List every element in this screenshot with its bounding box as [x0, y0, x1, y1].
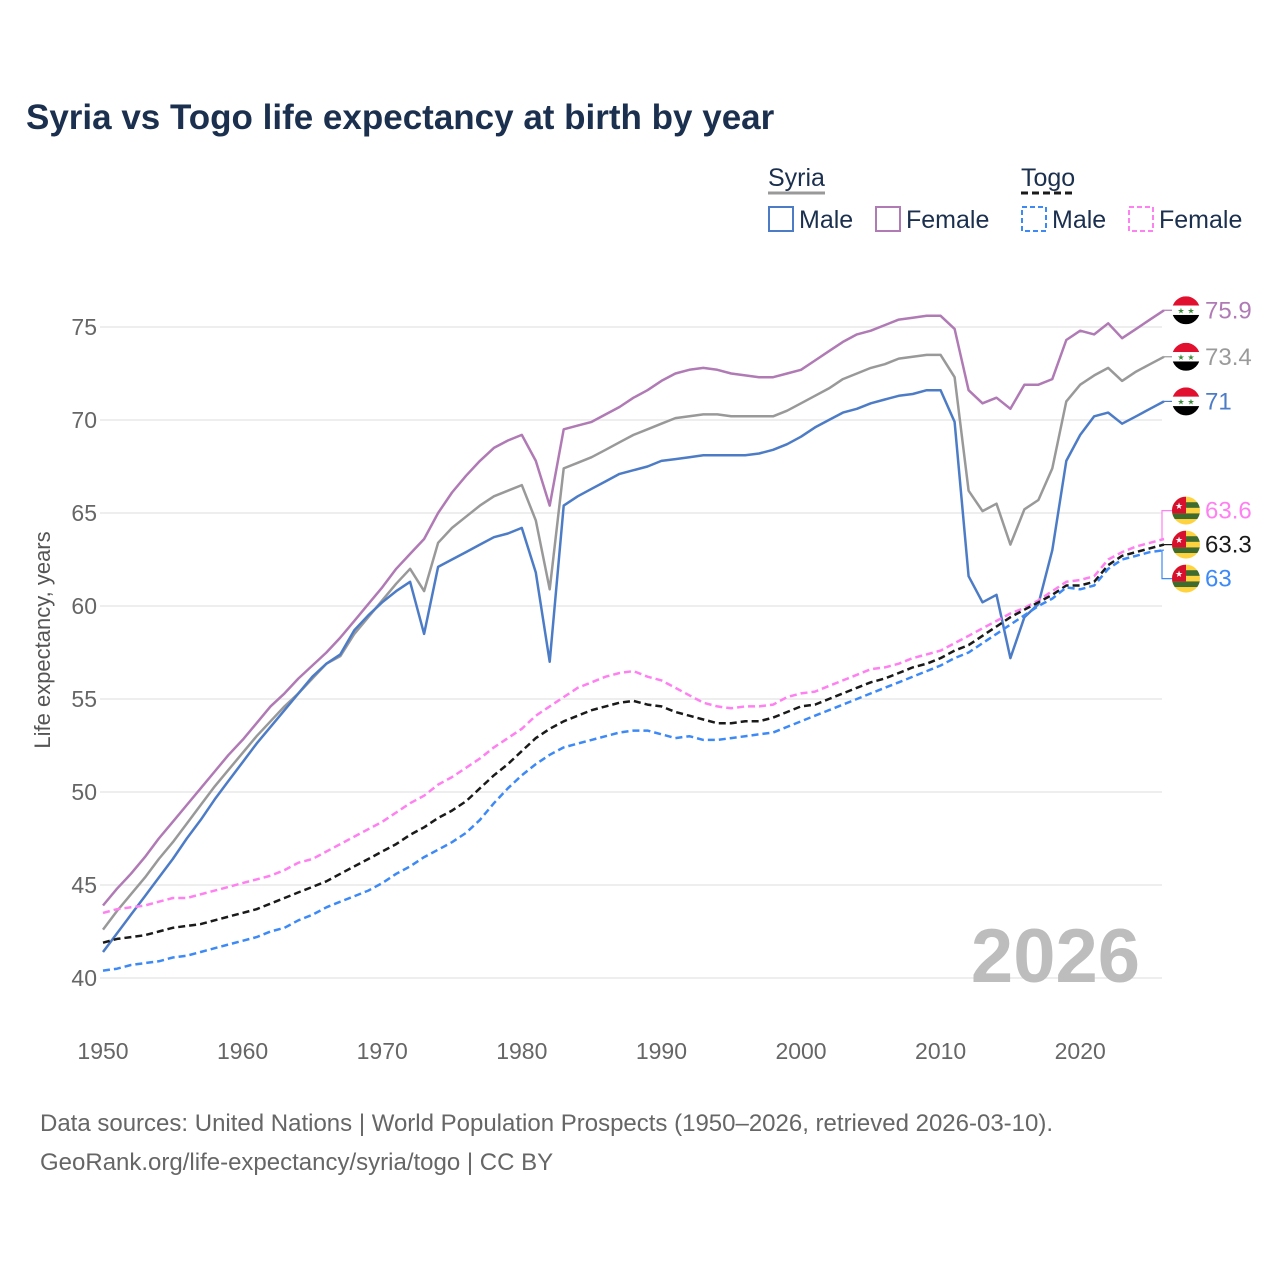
syria-flag-icon [1172, 387, 1200, 415]
legend: Syria Male Female Togo Male Female [768, 164, 1242, 234]
togo-flag-icon [1172, 565, 1200, 593]
y-tick-label: 45 [71, 872, 97, 898]
x-tick-label: 1990 [636, 1038, 687, 1064]
series-line-togo-female [102, 537, 1165, 915]
legend-syria-heading: Syria [768, 164, 825, 192]
x-tick-label: 1970 [357, 1038, 408, 1064]
x-tick-label: 1980 [496, 1038, 547, 1064]
series-line-syria-total [102, 353, 1165, 931]
legend-togo-male-label: Male [1052, 206, 1106, 234]
end-value-label: 73.4 [1205, 344, 1252, 371]
y-axis-ticks: 40 45 50 55 60 65 70 75 [71, 314, 97, 991]
series-line-togo-total [102, 543, 1165, 944]
series-line-togo-male [102, 548, 1165, 972]
footer-sources: Data sources: United Nations | World Pop… [40, 1110, 1053, 1137]
x-tick-label: 2020 [1055, 1038, 1106, 1064]
end-labels: 75.9 73.4 71 63.6 63.3 63 [1161, 296, 1252, 593]
x-tick-label: 2000 [775, 1038, 826, 1064]
x-tick-label: 2010 [915, 1038, 966, 1064]
y-axis-label: Life expectancy, years [30, 531, 55, 748]
x-tick-label: 1960 [217, 1038, 268, 1064]
end-value-label: 75.9 [1205, 297, 1252, 324]
end-label-connector [1161, 549, 1172, 580]
legend-syria-male-label: Male [799, 206, 853, 234]
y-tick-label: 50 [71, 779, 97, 805]
legend-togo-female-swatch [1128, 206, 1154, 232]
legend-syria-female-swatch [875, 206, 901, 232]
y-tick-label: 70 [71, 407, 97, 433]
y-tick-label: 65 [71, 500, 97, 526]
x-tick-label: 1950 [77, 1038, 128, 1064]
series-line-syria-male [102, 388, 1165, 953]
chart-title: Syria vs Togo life expectancy at birth b… [26, 98, 775, 137]
end-value-label: 71 [1205, 388, 1232, 415]
end-value-label: 63.3 [1205, 532, 1252, 559]
y-tick-label: 55 [71, 686, 97, 712]
end-label-connector [1161, 510, 1172, 540]
end-value-label: 63 [1205, 566, 1232, 593]
y-tick-label: 40 [71, 965, 97, 991]
year-watermark: 2026 [971, 914, 1140, 999]
legend-syria-male-swatch [768, 206, 794, 232]
y-tick-label: 75 [71, 314, 97, 340]
legend-togo-male-swatch [1021, 206, 1047, 232]
series-lines [102, 309, 1165, 972]
footer-attribution: GeoRank.org/life-expectancy/syria/togo |… [40, 1149, 553, 1176]
legend-togo-female-label: Female [1159, 206, 1242, 234]
y-tick-label: 60 [71, 593, 97, 619]
legend-syria-female-label: Female [906, 206, 989, 234]
togo-flag-icon [1172, 531, 1200, 559]
series-line-syria-female [102, 309, 1165, 907]
syria-flag-icon [1172, 343, 1200, 371]
syria-flag-icon [1172, 296, 1200, 324]
gridlines [100, 326, 1162, 979]
end-value-label: 63.6 [1205, 498, 1252, 525]
legend-togo-heading: Togo [1021, 164, 1075, 192]
togo-flag-icon [1172, 497, 1200, 525]
x-axis-ticks: 1950 1960 1970 1980 1990 2000 2010 2020 [77, 1038, 1105, 1064]
